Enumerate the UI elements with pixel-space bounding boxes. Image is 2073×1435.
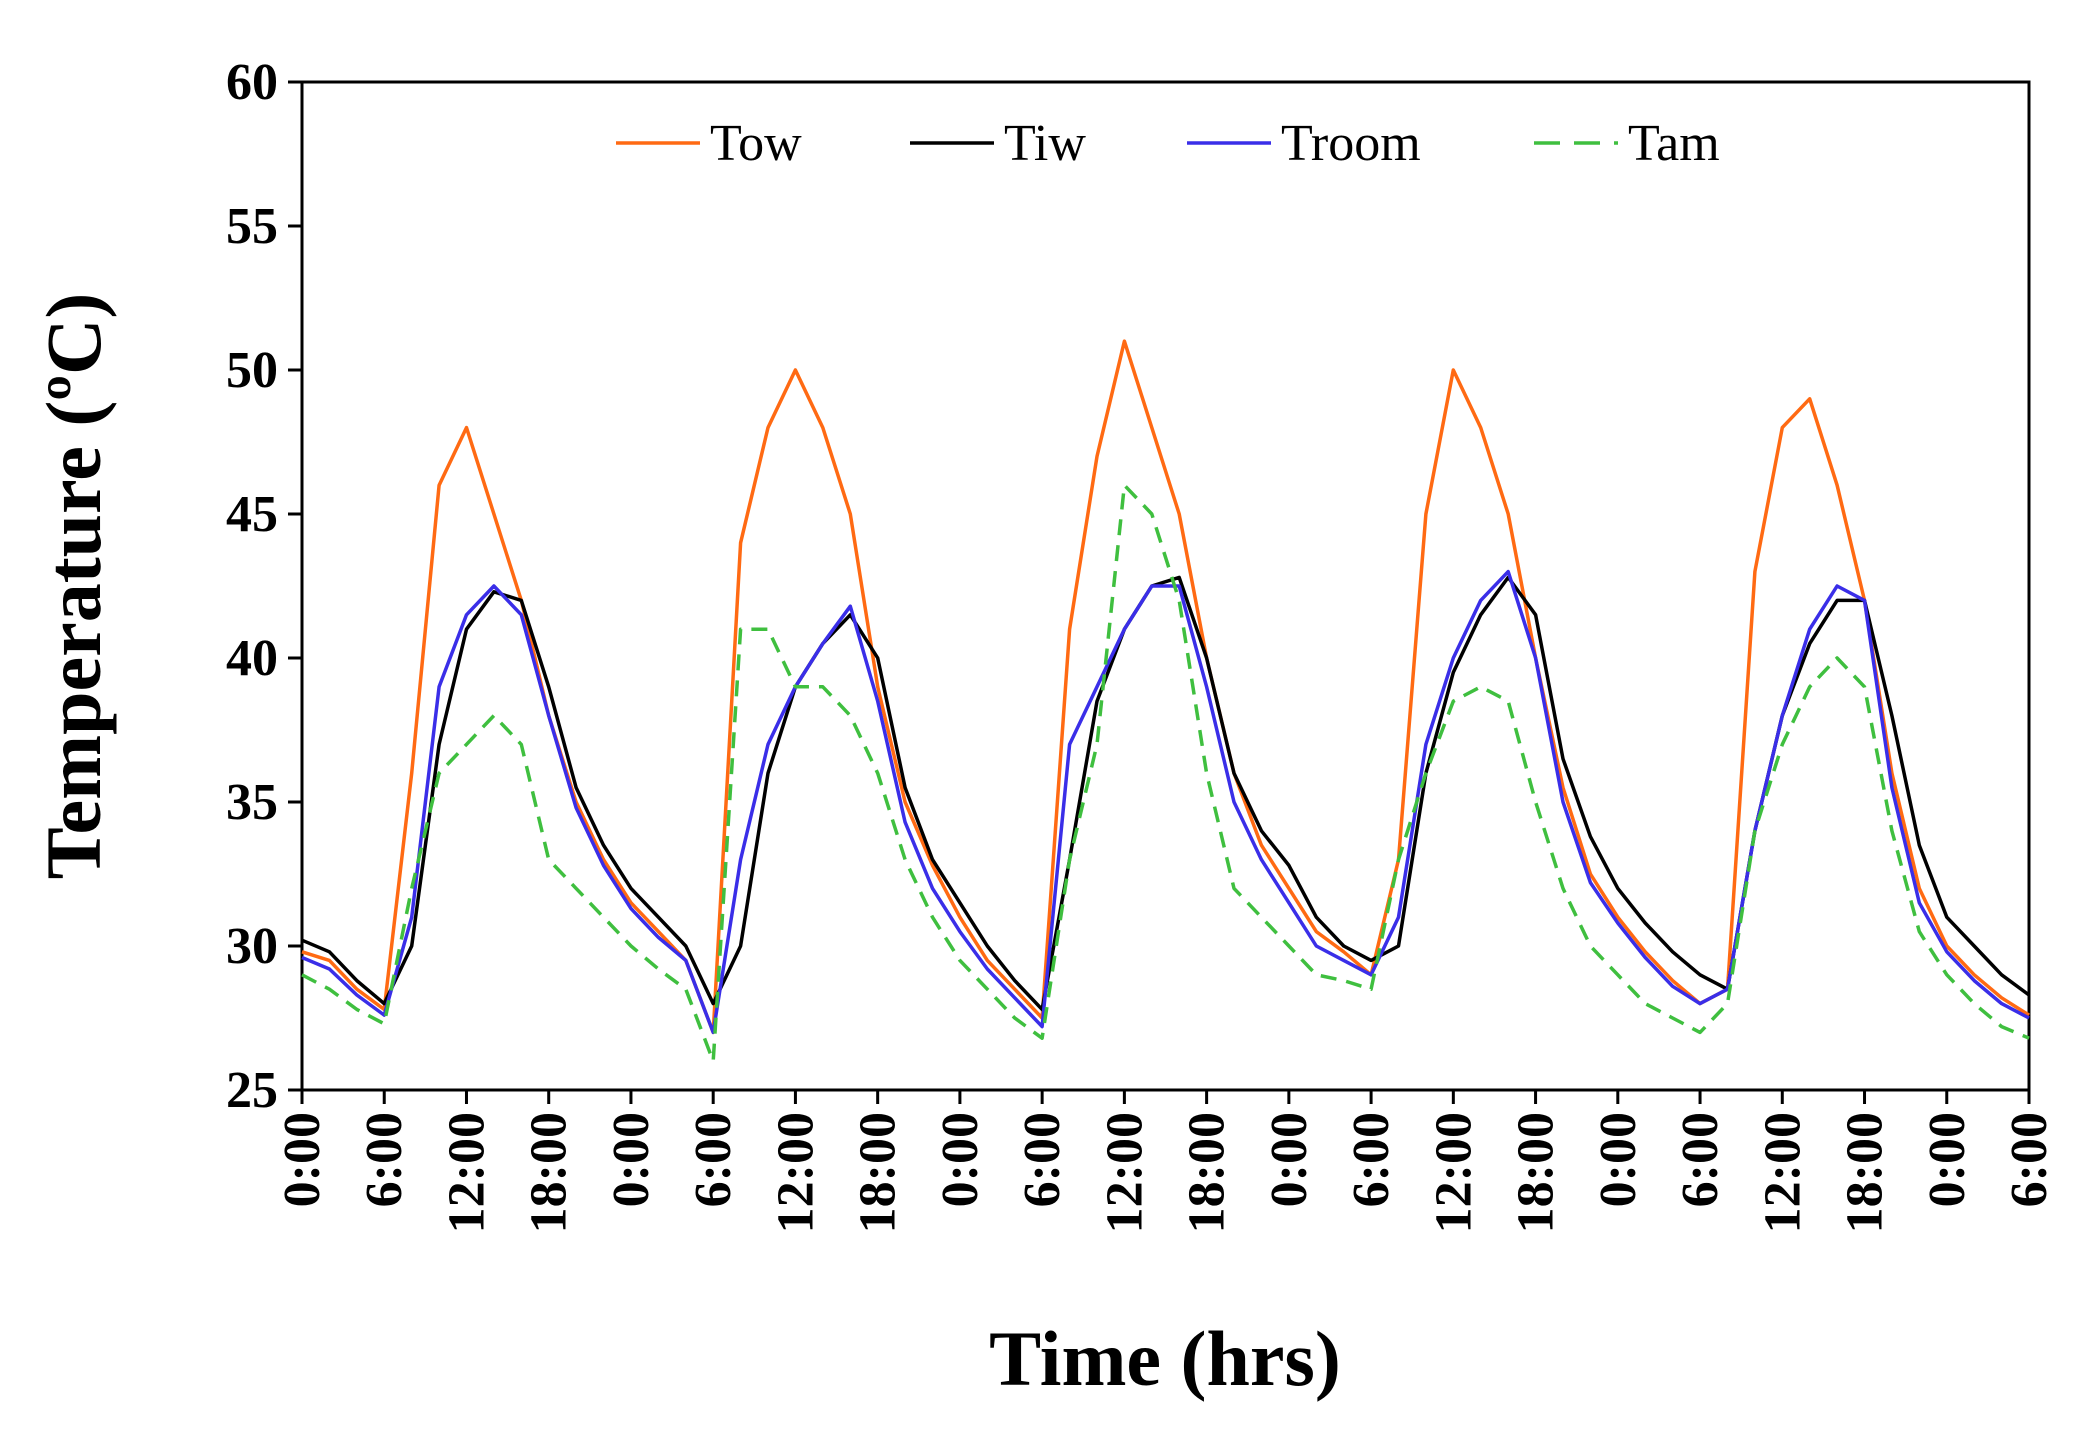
x-tick-label: 18:00 [1837,1112,1894,1233]
x-tick-label: 18:00 [1179,1112,1236,1233]
x-tick-label: 12:00 [1425,1112,1482,1233]
plot-frame [300,80,2031,1092]
x-tick-label: 12:00 [438,1112,495,1233]
x-tick-label: 12:00 [767,1112,824,1233]
x-tick-label: 0:00 [274,1112,331,1207]
y-tick-label: 40 [226,630,278,687]
x-tick-label: 0:00 [1261,1112,1318,1207]
x-tick-label: 6:00 [2001,1112,2058,1207]
legend-label: Tam [1628,115,1720,172]
x-tick-label: 18:00 [850,1112,907,1233]
y-tick-label: 50 [226,342,278,399]
series-line [301,569,2030,1035]
x-tick-label: 0:00 [1590,1112,1647,1207]
y-tick-label: 60 [226,54,278,111]
y-tick-label: 55 [226,198,278,255]
x-tick-label: 12:00 [1096,1112,1153,1233]
y-tick-label: 30 [226,918,278,975]
y-tick-label: 45 [226,486,278,543]
x-tick-label: 18:00 [521,1112,578,1233]
y-axis-label: Temperature (ºC) [30,293,117,880]
y-tick-label: 25 [226,1062,278,1119]
x-tick-label: 6:00 [1672,1112,1729,1207]
x-axis-label: Time (hrs) [989,1315,1341,1402]
x-tick-label: 6:00 [685,1112,742,1207]
legend-label: Tow [710,115,802,172]
x-tick-label: 6:00 [1014,1112,1071,1207]
x-tick-label: 6:00 [1343,1112,1400,1207]
legend-label: Tiw [1004,115,1086,172]
x-tick-label: 18:00 [1508,1112,1565,1233]
series-line [301,575,2031,1012]
legend-label: Troom [1281,115,1421,172]
x-tick-label: 6:00 [356,1112,413,1207]
x-tick-label: 0:00 [1919,1112,1976,1207]
series-line [301,483,2030,1063]
x-tick-label: 0:00 [603,1112,660,1207]
y-tick-label: 35 [226,774,278,831]
series-line [301,339,2030,1035]
x-tick-label: 0:00 [932,1112,989,1207]
x-tick-label: 12:00 [1754,1112,1811,1233]
